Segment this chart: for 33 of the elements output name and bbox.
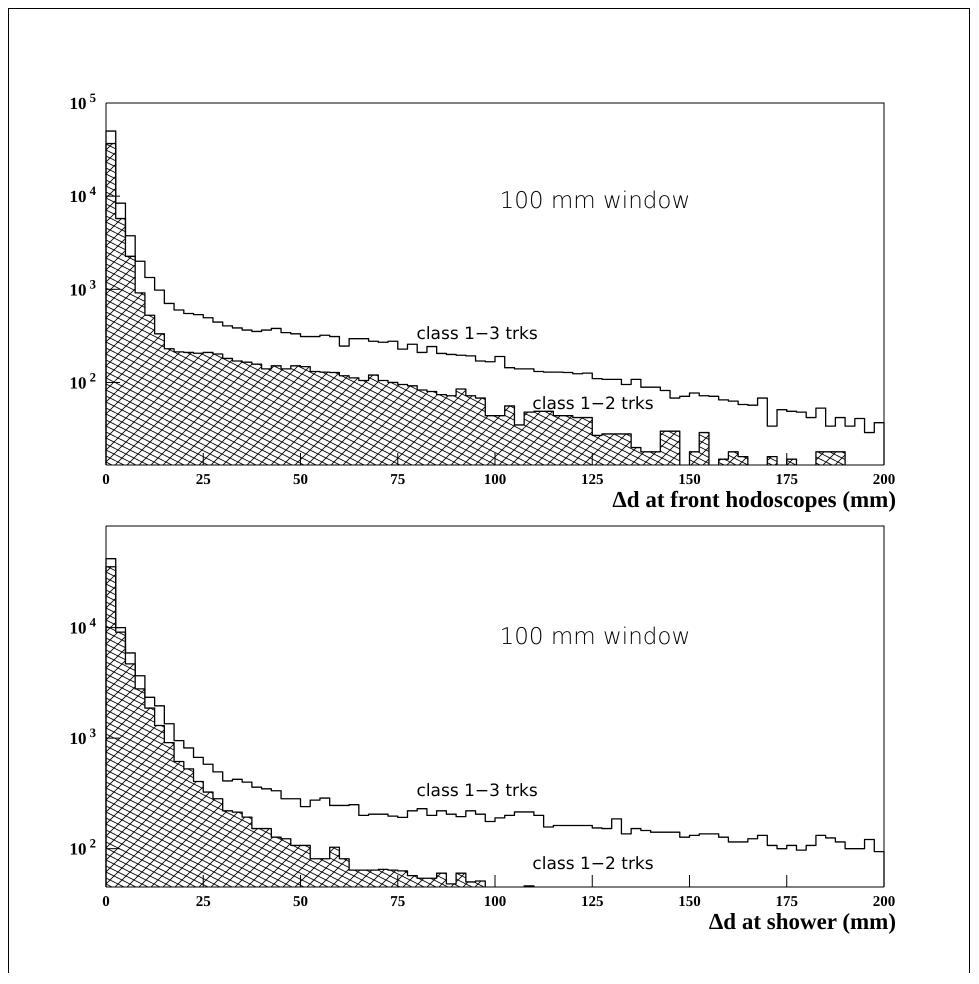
x-tick-label: 50 — [293, 894, 308, 910]
x-axis-title: Δd at shower (mm) — [708, 909, 896, 934]
annotation: class 1−2 trks — [532, 854, 654, 874]
y-tick-label: 10$^{2}$ — [69, 370, 96, 392]
x-tick-label: 75 — [390, 894, 406, 910]
x-tick-label: 175 — [776, 472, 798, 488]
x-tick-label: 125 — [581, 472, 604, 488]
x-tick-label: 0 — [102, 472, 110, 488]
x-tick-label: 100 — [484, 472, 506, 488]
x-tick-label: 25 — [196, 894, 211, 910]
y-tick-label: 10$^{3}$ — [69, 277, 96, 300]
x-tick-label: 0 — [102, 894, 110, 910]
y-tick-label: 10$^{5}$ — [69, 91, 96, 113]
x-tick-label: 125 — [581, 894, 604, 910]
y-tick-label: 10$^{4}$ — [69, 184, 97, 206]
annotation: class 1−3 trks — [416, 780, 538, 801]
x-tick-label: 50 — [293, 472, 308, 488]
x-tick-label: 150 — [678, 472, 701, 488]
x-tick-label: 25 — [196, 472, 211, 488]
x-tick-label: 75 — [390, 472, 406, 488]
x-tick-label: 200 — [872, 894, 896, 910]
x-tick-label: 175 — [776, 894, 798, 910]
annotation: class 1−2 trks — [532, 394, 654, 414]
x-tick-label: 200 — [872, 472, 896, 488]
x-axis-title: Δd at front hodoscopes (mm) — [612, 487, 896, 512]
annotation: class 1−3 trks — [416, 324, 538, 344]
y-tick-label: 10$^{4}$ — [69, 616, 97, 638]
y-tick-label: 10$^{2}$ — [69, 836, 96, 859]
y-tick-label: 10$^{3}$ — [69, 726, 96, 748]
x-tick-label: 100 — [484, 894, 506, 910]
annotation: 100 mm window — [500, 188, 690, 214]
x-tick-label: 150 — [678, 894, 701, 910]
annotation: 100 mm window — [500, 624, 690, 650]
